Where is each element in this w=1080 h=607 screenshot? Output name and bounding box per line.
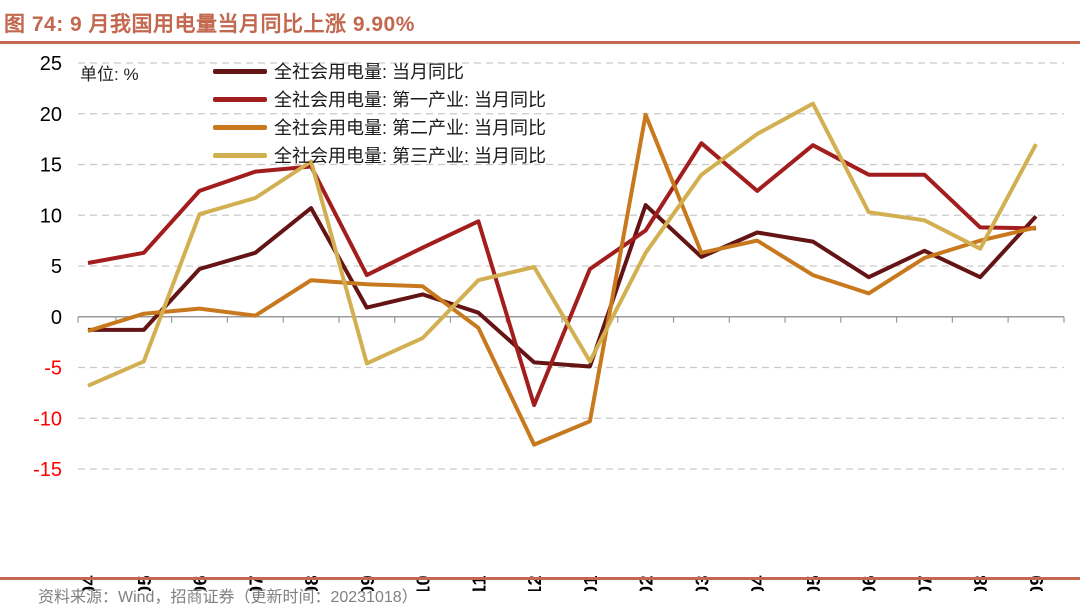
legend-label: 全社会用电量: 第三产业: 当月同比 [274,146,547,166]
series-line [87,101,1038,388]
legend-swatch [213,124,267,130]
y-tick-label: 20 [40,104,62,126]
source-note: 资料来源：Wind，招商证券（更新时间：20231018） [38,589,418,606]
legend-label: 全社会用电量: 第二产业: 当月同比 [274,118,547,138]
legend-swatch [213,152,267,158]
chart-legend: 全社会用电量: 当月同比 全社会用电量: 第一产业: 当月同比 全社会用电量: … [213,57,546,169]
unit-label: 单位: % [80,65,139,84]
figure-title: 图 74: 9 月我国用电量当月同比上涨 9.90% [4,13,415,36]
y-tick-label: 5 [51,256,62,278]
y-tick-label: 15 [40,155,62,177]
legend-label: 全社会用电量: 当月同比 [274,62,465,82]
series-line [87,112,1037,447]
legend-item-total: 全社会用电量: 当月同比 [213,57,546,85]
series-line [88,203,1038,369]
legend-swatch [213,96,267,102]
legend-item-primary-industry: 全社会用电量: 第一产业: 当月同比 [213,85,546,113]
legend-label: 全社会用电量: 第一产业: 当月同比 [274,90,547,110]
line-chart: 2520151050-5-10-152022-042022-052022-062… [33,53,1065,591]
legend-item-tertiary-industry: 全社会用电量: 第三产业: 当月同比 [213,141,546,169]
y-tick-label: -15 [33,459,62,481]
y-tick-label: 10 [40,205,62,227]
series-line [87,141,1037,408]
y-tick-label: -5 [44,358,62,380]
legend-item-secondary-industry: 全社会用电量: 第二产业: 当月同比 [213,113,546,141]
legend-swatch [213,68,267,74]
y-tick-label: 25 [40,53,62,75]
y-tick-label: -10 [33,408,62,430]
title-divider [0,41,1080,44]
y-tick-label: 0 [51,307,62,329]
footer-divider [0,577,1080,580]
